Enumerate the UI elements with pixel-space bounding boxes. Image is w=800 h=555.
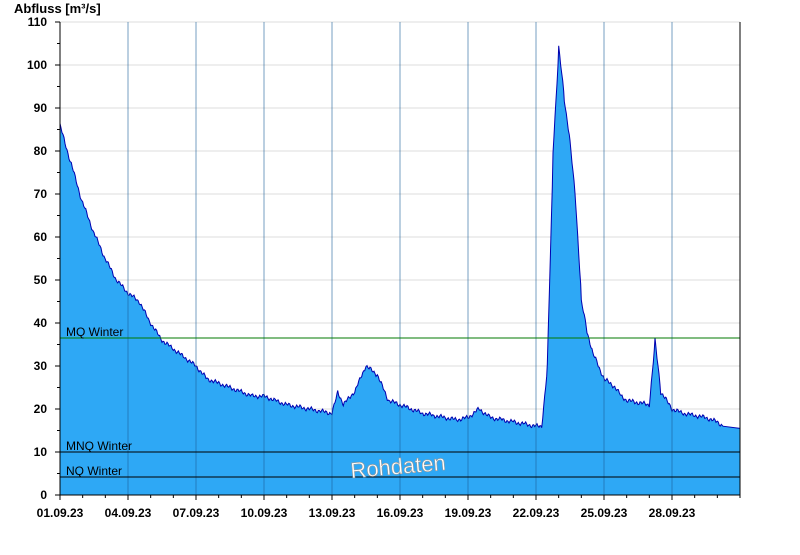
x-tick-label: 16.09.23 bbox=[377, 506, 424, 520]
x-tick-label: 28.09.23 bbox=[649, 506, 696, 520]
x-tick-label: 04.09.23 bbox=[105, 506, 152, 520]
y-tick-label: 0 bbox=[40, 488, 47, 502]
y-tick-label: 20 bbox=[34, 402, 48, 416]
x-tick-label: 25.09.23 bbox=[581, 506, 628, 520]
y-tick-label: 70 bbox=[34, 187, 48, 201]
y-tick-label: 60 bbox=[34, 230, 48, 244]
y-tick-label: 110 bbox=[28, 15, 48, 29]
x-tick-label: 07.09.23 bbox=[173, 506, 220, 520]
nq-winter-label: NQ Winter bbox=[66, 464, 122, 478]
mnq-winter-label: MNQ Winter bbox=[66, 439, 132, 453]
x-tick-label: 10.09.23 bbox=[241, 506, 288, 520]
y-tick-label: 90 bbox=[34, 101, 48, 115]
x-tick-label: 19.09.23 bbox=[445, 506, 492, 520]
y-tick-label: 40 bbox=[34, 316, 48, 330]
discharge-line bbox=[59, 45, 741, 429]
x-tick-label: 13.09.23 bbox=[309, 506, 356, 520]
discharge-area bbox=[60, 45, 740, 496]
y-axis-label: Abfluss [m³/s] bbox=[14, 1, 101, 16]
y-tick-label: 30 bbox=[34, 359, 48, 373]
mq-winter-label: MQ Winter bbox=[66, 325, 123, 339]
y-tick-label: 100 bbox=[27, 58, 47, 72]
x-tick-label: 22.09.23 bbox=[513, 506, 560, 520]
y-tick-label: 50 bbox=[34, 273, 48, 287]
y-tick-label: 10 bbox=[34, 445, 48, 459]
y-tick-label: 80 bbox=[34, 144, 48, 158]
x-tick-label: 01.09.23 bbox=[37, 506, 84, 520]
